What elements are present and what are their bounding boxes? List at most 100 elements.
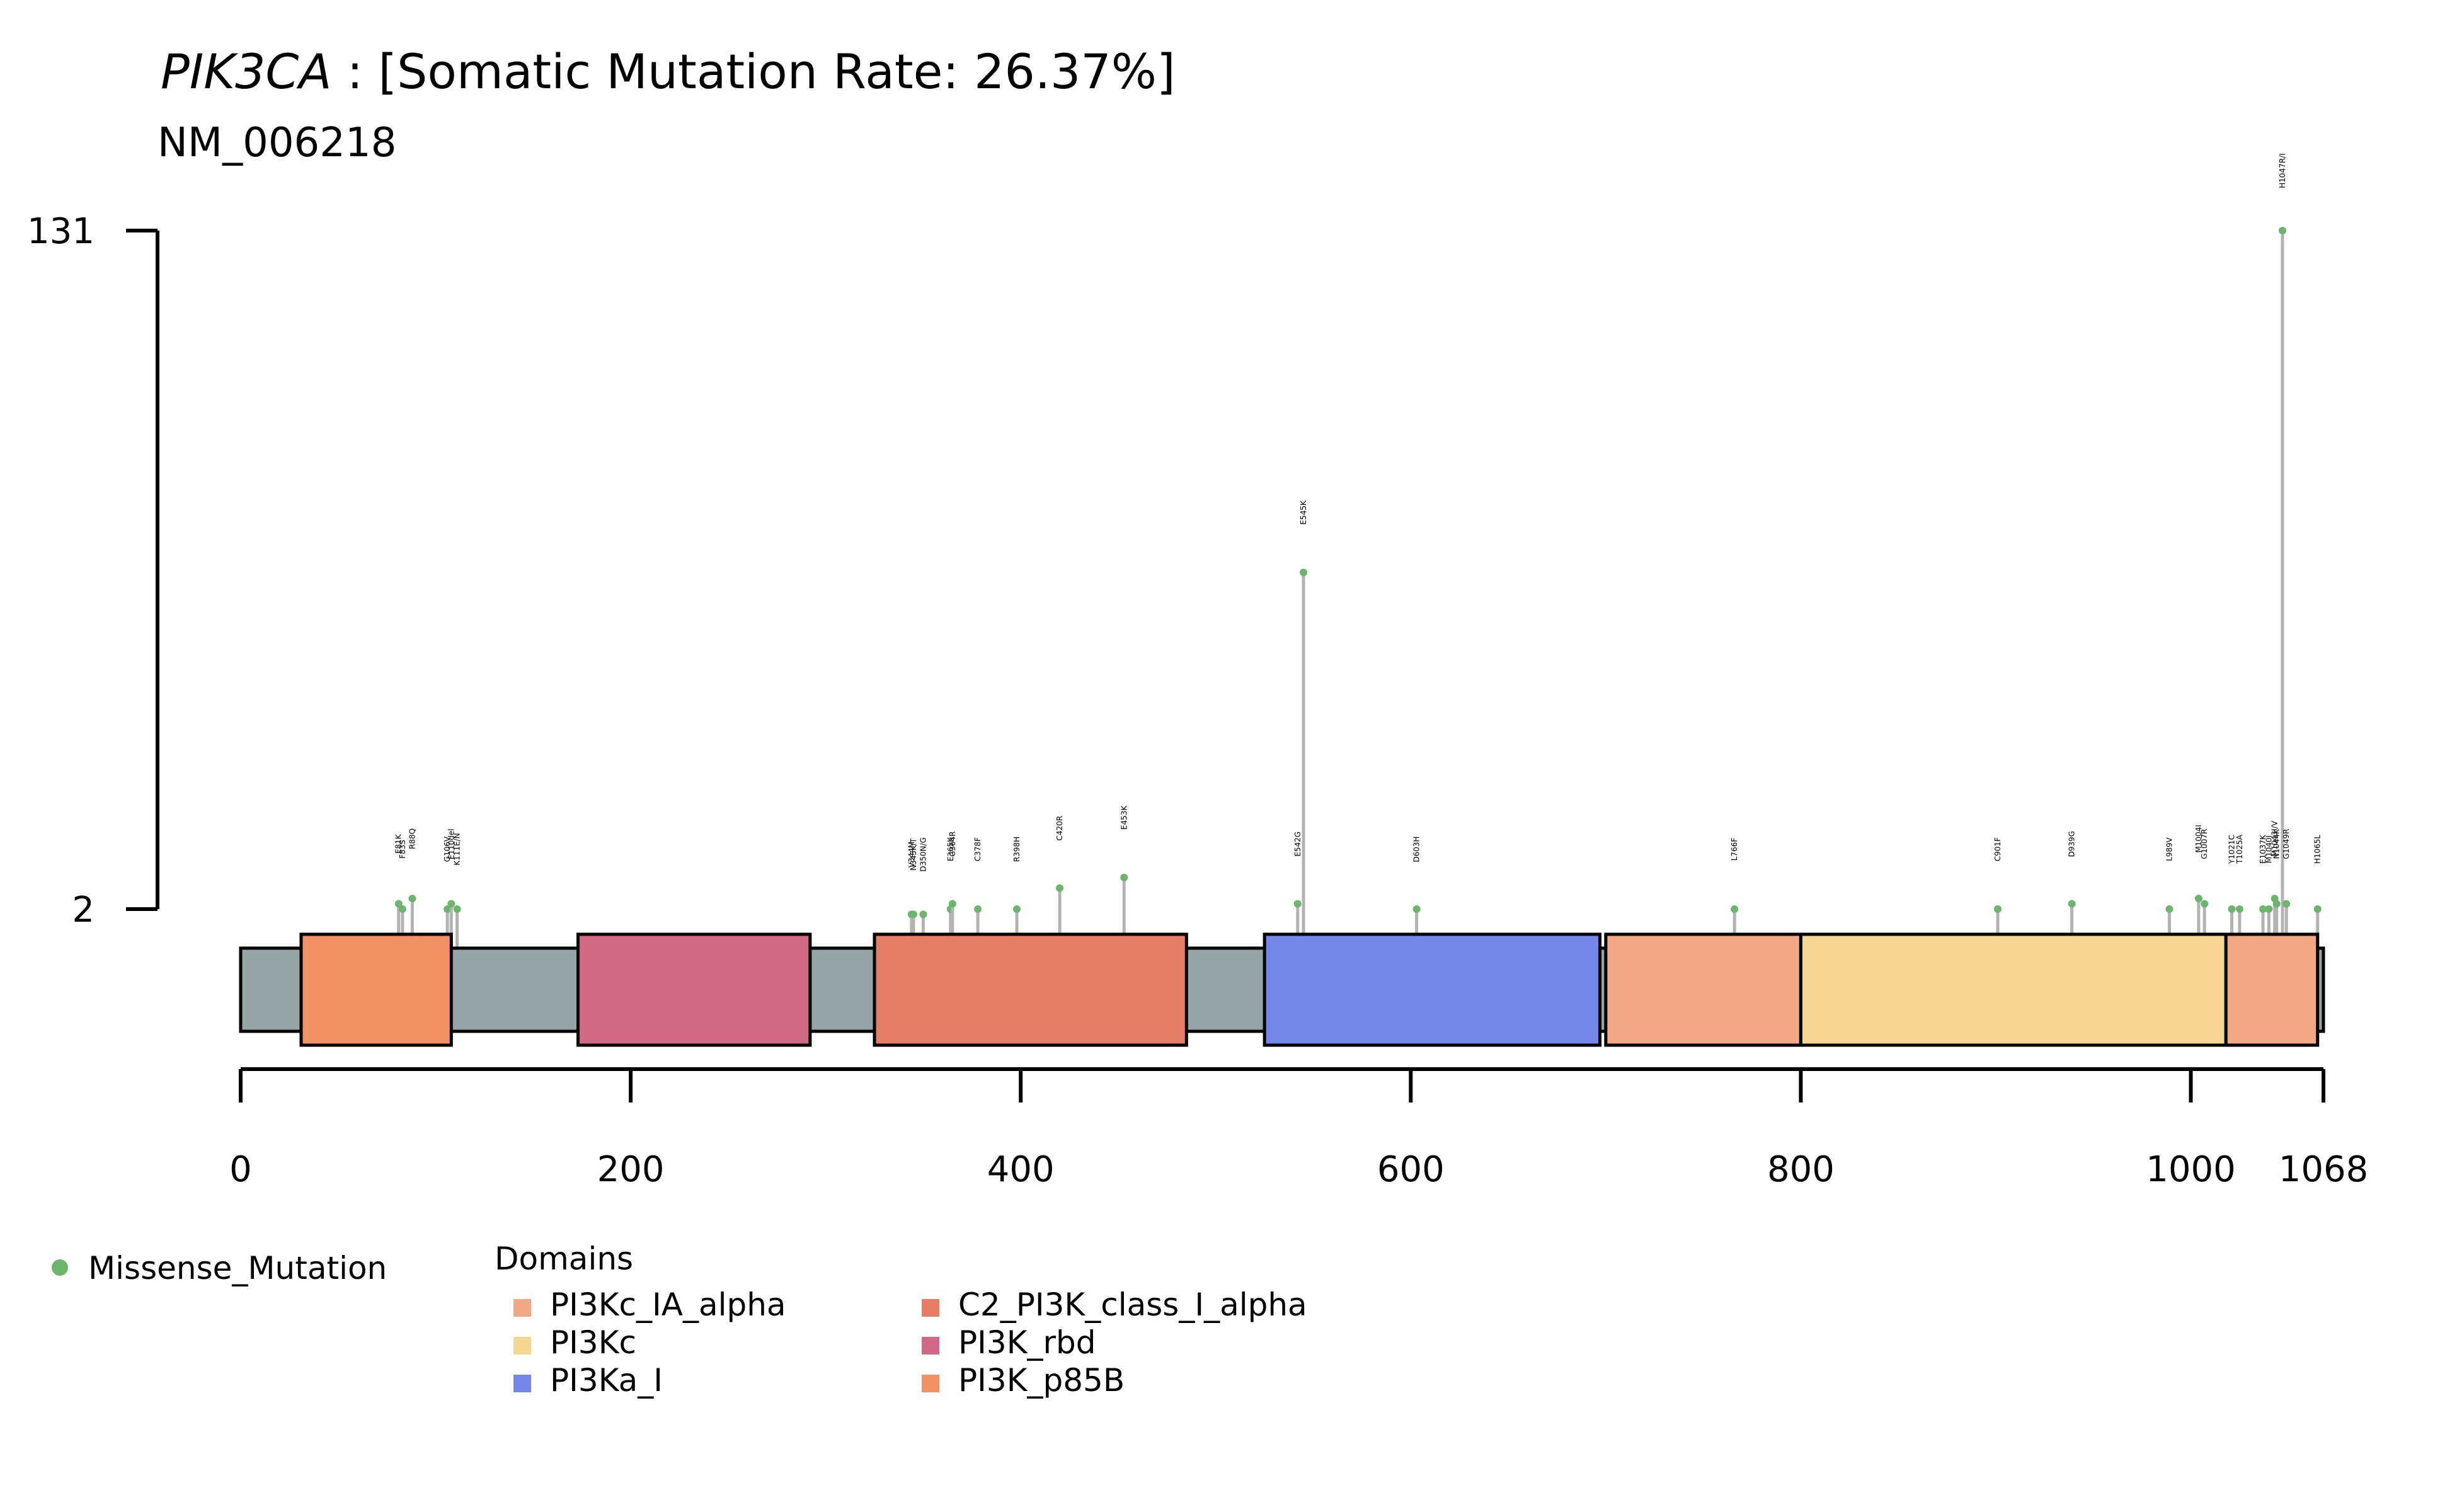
mutation-point: [453, 905, 461, 913]
mutation-label: C420R: [1055, 816, 1064, 841]
mutation-label: G1007R: [2200, 829, 2209, 859]
x-axis: 0 200 400 600 800 1000 1068: [229, 1067, 2368, 1190]
mutation-point: [394, 900, 403, 908]
mutation-label: L766F: [1730, 838, 1739, 861]
mutation-label: K111E/N: [453, 833, 462, 865]
legend-domain-label: C2_PI3K_class_I_alpha: [958, 1286, 1307, 1323]
legend-domain-label: PI3K_rbd: [958, 1324, 1096, 1361]
chart-subtitle: NM_006218: [158, 120, 396, 166]
mutation-label: E365K: [946, 837, 955, 861]
domain-pi3kc: [1799, 932, 2228, 1047]
mutation-point: [2313, 905, 2322, 913]
mutation-label: M1004I: [2194, 825, 2203, 852]
legend-domain-swatch: [513, 1337, 531, 1354]
mutation-point: [447, 900, 455, 908]
x-tick-label: 400: [987, 1149, 1055, 1190]
mutation-label: H1047R/I: [2278, 153, 2287, 188]
legend-domain-label: PI3Kc: [550, 1324, 636, 1361]
mutation-label: E110del: [447, 828, 455, 859]
mutation-point: [1013, 905, 1021, 913]
mutation-point: [948, 900, 956, 908]
mutation-label: E453K: [1120, 805, 1128, 830]
mutation-label: G106V: [443, 836, 452, 862]
mutation-point: [1994, 905, 2002, 913]
mutation-label: M1040I: [2264, 835, 2273, 863]
mutation-point: [2265, 905, 2273, 913]
mutation-point: [2272, 900, 2281, 908]
mutation-point: [909, 910, 917, 919]
mutation-point: [1300, 568, 1308, 576]
y-tick-label: 2: [72, 890, 94, 931]
mutation-point: [408, 895, 416, 903]
mutation-point: [2068, 900, 2076, 908]
mutation-rate: : [Somatic Mutation Rate: 26.37%]: [332, 43, 1176, 100]
legend-domain-swatch: [513, 1299, 531, 1317]
mutation-point: [444, 905, 452, 913]
domain-pi3kc-ia-alpha: [2224, 932, 2320, 1047]
y-axis: 2 131: [27, 211, 159, 931]
mutation-point: [1293, 900, 1302, 908]
legend-mutation-marker: [52, 1259, 68, 1276]
mutation-label: N345K/T: [909, 838, 918, 871]
legend-mutation-label: Missense_Mutation: [88, 1250, 387, 1286]
mutation-label: D350N/G: [919, 837, 927, 871]
mutation-point: [974, 905, 982, 913]
mutation-point: [2278, 227, 2286, 234]
mutation-label: E545K: [1299, 500, 1308, 524]
legend-domain-label: PI3Kc_IA_alpha: [550, 1286, 786, 1323]
chart-title: PIK3CA : [Somatic Mutation Rate: 26.37%]: [161, 43, 1176, 100]
legend-domain-swatch: [922, 1299, 939, 1317]
mutation-point: [2259, 905, 2267, 913]
mutation-label: V344M: [907, 842, 916, 868]
legend-domains-title: Domains: [495, 1240, 633, 1277]
legend-domain-swatch: [513, 1375, 531, 1392]
mutation-point: [1120, 873, 1128, 881]
mutation-label: G1049R: [2282, 829, 2291, 859]
mutation-point: [919, 910, 927, 919]
domain-c2-pi3k-class-i-alpha: [873, 932, 1188, 1047]
domain-pi3kc-ia-alpha: [1604, 932, 1802, 1047]
mutation-label: N1044K: [2272, 828, 2281, 859]
x-tick-label: 600: [1377, 1149, 1445, 1190]
domain-pi3ka-i: [1263, 932, 1602, 1047]
domain-pi3k-p85b: [299, 932, 453, 1047]
legend: Missense_Mutation Domains PI3Kc_IA_alpha…: [52, 1240, 1307, 1399]
mutation-label: D603H: [1412, 836, 1421, 862]
protein-track: [239, 932, 2325, 1047]
mutation-point: [2282, 900, 2291, 908]
mutation-label: R398H: [1012, 837, 1021, 862]
mutation-point: [2194, 895, 2202, 903]
mutation-point: [2228, 905, 2236, 913]
y-tick-label: 131: [27, 211, 94, 252]
mutation-label: E542G: [1293, 832, 1302, 857]
mutation-label: E81K: [394, 833, 403, 854]
domain-pi3k-rbd: [576, 932, 812, 1047]
mutation-label: Y1021C: [2228, 835, 2236, 864]
legend-domain-swatch: [922, 1375, 939, 1392]
x-tick-label: 200: [597, 1149, 665, 1190]
mutation-point: [2235, 905, 2243, 913]
mutation-point: [2201, 900, 2209, 908]
mutation-label: F83S: [398, 840, 407, 859]
mutation-point: [1056, 884, 1064, 892]
mutation-point: [2165, 905, 2174, 913]
mutation-label: T1025A: [2235, 834, 2244, 864]
mutation-label: H1065L: [2313, 835, 2322, 864]
x-tick-label: 800: [1767, 1149, 1835, 1190]
mutation-label: R88Q: [408, 828, 416, 849]
mutation-point: [398, 905, 406, 913]
mutation-point: [1412, 905, 1421, 913]
mutation-label: M1043I/V: [2271, 820, 2279, 856]
mutation-label: D939G: [2068, 831, 2076, 857]
gene-name: PIK3CA: [161, 43, 332, 100]
mutation-label: G364R: [948, 831, 957, 857]
x-tick-label: 0: [229, 1149, 252, 1190]
mutation-label: E1037K: [2259, 834, 2267, 864]
x-tick-label: 1000: [2146, 1149, 2236, 1190]
mutation-label: C901F: [1993, 837, 2002, 861]
legend-domain-label: PI3Ka_I: [550, 1362, 663, 1399]
mutation-point: [1731, 905, 1739, 913]
